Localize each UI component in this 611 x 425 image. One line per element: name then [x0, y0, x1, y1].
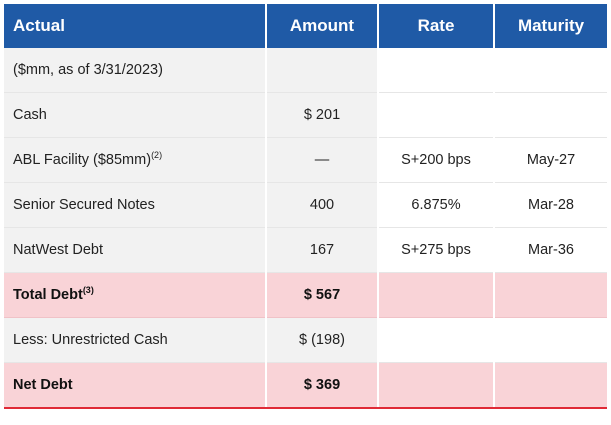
row-rate [378, 362, 495, 407]
row-rate [378, 317, 495, 363]
row-rate [378, 92, 495, 138]
row-label: ABL Facility ($85mm)(2) [4, 137, 267, 183]
table-row-net-debt: Net Debt $ 369 [4, 362, 607, 407]
row-label-text: ABL Facility ($85mm) [13, 152, 152, 168]
row-maturity: Mar-28 [494, 182, 607, 228]
footnote-marker: (3) [82, 285, 94, 296]
row-maturity [494, 272, 607, 318]
row-maturity [494, 92, 607, 138]
table-header-row: Actual Amount Rate Maturity [4, 4, 607, 48]
row-amount: — [266, 137, 379, 183]
row-rate: 6.875% [378, 182, 495, 228]
row-amount: $ 201 [266, 92, 379, 138]
bottom-accent-line [4, 407, 607, 409]
footnote-marker: (2) [151, 150, 163, 161]
row-maturity: May-27 [494, 137, 607, 183]
row-amount: $ 567 [266, 272, 379, 318]
row-maturity [494, 317, 607, 363]
table-row-abl-facility: ABL Facility ($85mm)(2) — S+200 bps May-… [4, 137, 607, 183]
row-label: Net Debt [4, 362, 267, 407]
row-rate [378, 48, 495, 93]
header-amount: Amount [266, 4, 379, 48]
row-maturity [494, 362, 607, 407]
row-amount: 167 [266, 227, 379, 273]
row-label: Cash [4, 92, 267, 138]
row-amount: 400 [266, 182, 379, 228]
table-row-natwest-debt: NatWest Debt 167 S+275 bps Mar-36 [4, 227, 607, 273]
table-row-units: ($mm, as of 3/31/2023) [4, 48, 607, 93]
table-row-senior-secured-notes: Senior Secured Notes 400 6.875% Mar-28 [4, 182, 607, 228]
debt-summary-table: Actual Amount Rate Maturity ($mm, as of … [4, 4, 607, 407]
row-maturity [494, 48, 607, 93]
row-rate [378, 272, 495, 318]
header-maturity: Maturity [494, 4, 607, 48]
row-label-text: Total Debt [13, 287, 83, 303]
row-amount: $ (198) [266, 317, 379, 363]
debt-summary-table-container: Actual Amount Rate Maturity ($mm, as of … [4, 4, 607, 409]
row-label: NatWest Debt [4, 227, 267, 273]
row-maturity: Mar-36 [494, 227, 607, 273]
table-row-unrestricted-cash: Less: Unrestricted Cash $ (198) [4, 317, 607, 363]
header-rate: Rate [378, 4, 495, 48]
header-actual: Actual [4, 4, 267, 48]
row-amount [266, 48, 379, 93]
table-row-total-debt: Total Debt(3) $ 567 [4, 272, 607, 318]
table-row-cash: Cash $ 201 [4, 92, 607, 138]
row-amount: $ 369 [266, 362, 379, 407]
row-rate: S+200 bps [378, 137, 495, 183]
row-label: ($mm, as of 3/31/2023) [4, 48, 267, 93]
row-label: Total Debt(3) [4, 272, 267, 318]
row-label: Less: Unrestricted Cash [4, 317, 267, 363]
row-rate: S+275 bps [378, 227, 495, 273]
row-label: Senior Secured Notes [4, 182, 267, 228]
